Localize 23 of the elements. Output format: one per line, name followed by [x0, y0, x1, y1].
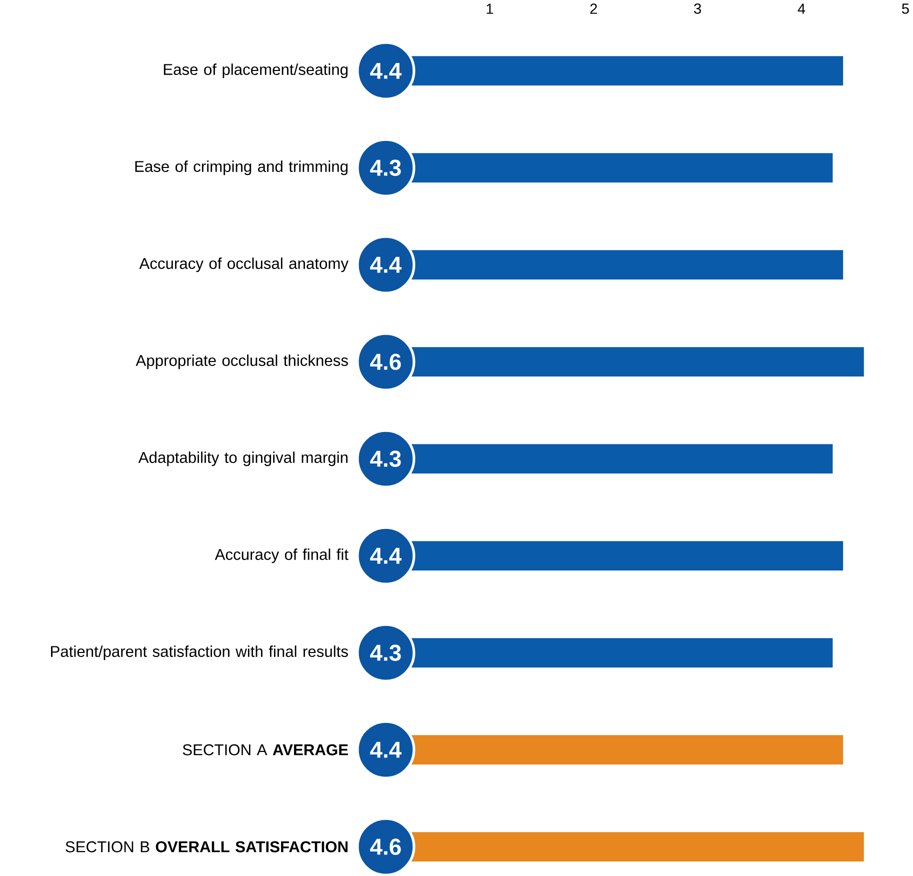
y-tick-label: Ease of placement/seating: [164, 63, 348, 78]
y-tick-label: Patient/parent satisfaction with final results: [51, 645, 348, 660]
y-tick-label: SECTION B OVERALL SATISFACTION: [66, 841, 348, 852]
data-label: 4.4: [370, 548, 402, 564]
data-label: 4.4: [370, 742, 402, 758]
data-label: 4.6: [370, 354, 401, 370]
data-label: 4.4: [370, 62, 402, 79]
x-tick-label: 4: [798, 4, 806, 14]
data-label: 4.3: [370, 450, 401, 467]
y-tick-label: Ease of crimping and trimming: [135, 160, 348, 175]
y-tick-label: Appropriate occlusal thickness: [136, 354, 348, 369]
y-tick-label: Adaptability to gingival margin: [138, 451, 348, 466]
y-tick-label: Accuracy of occlusal anatomy: [139, 257, 348, 272]
x-tick-label: 5: [902, 3, 909, 14]
data-label: 4.4: [370, 256, 402, 273]
x-tick-label: 3: [694, 3, 701, 14]
data-label: 4.3: [370, 160, 401, 176]
data-label: 4.6: [370, 838, 401, 855]
data-label: 4.3: [370, 644, 401, 661]
x-tick-label: 2: [590, 3, 597, 14]
y-tick-label: SECTION A AVERAGE: [182, 744, 348, 756]
y-tick-label: Accuracy of final fit: [214, 548, 348, 563]
x-tick-label: 1: [486, 4, 494, 14]
